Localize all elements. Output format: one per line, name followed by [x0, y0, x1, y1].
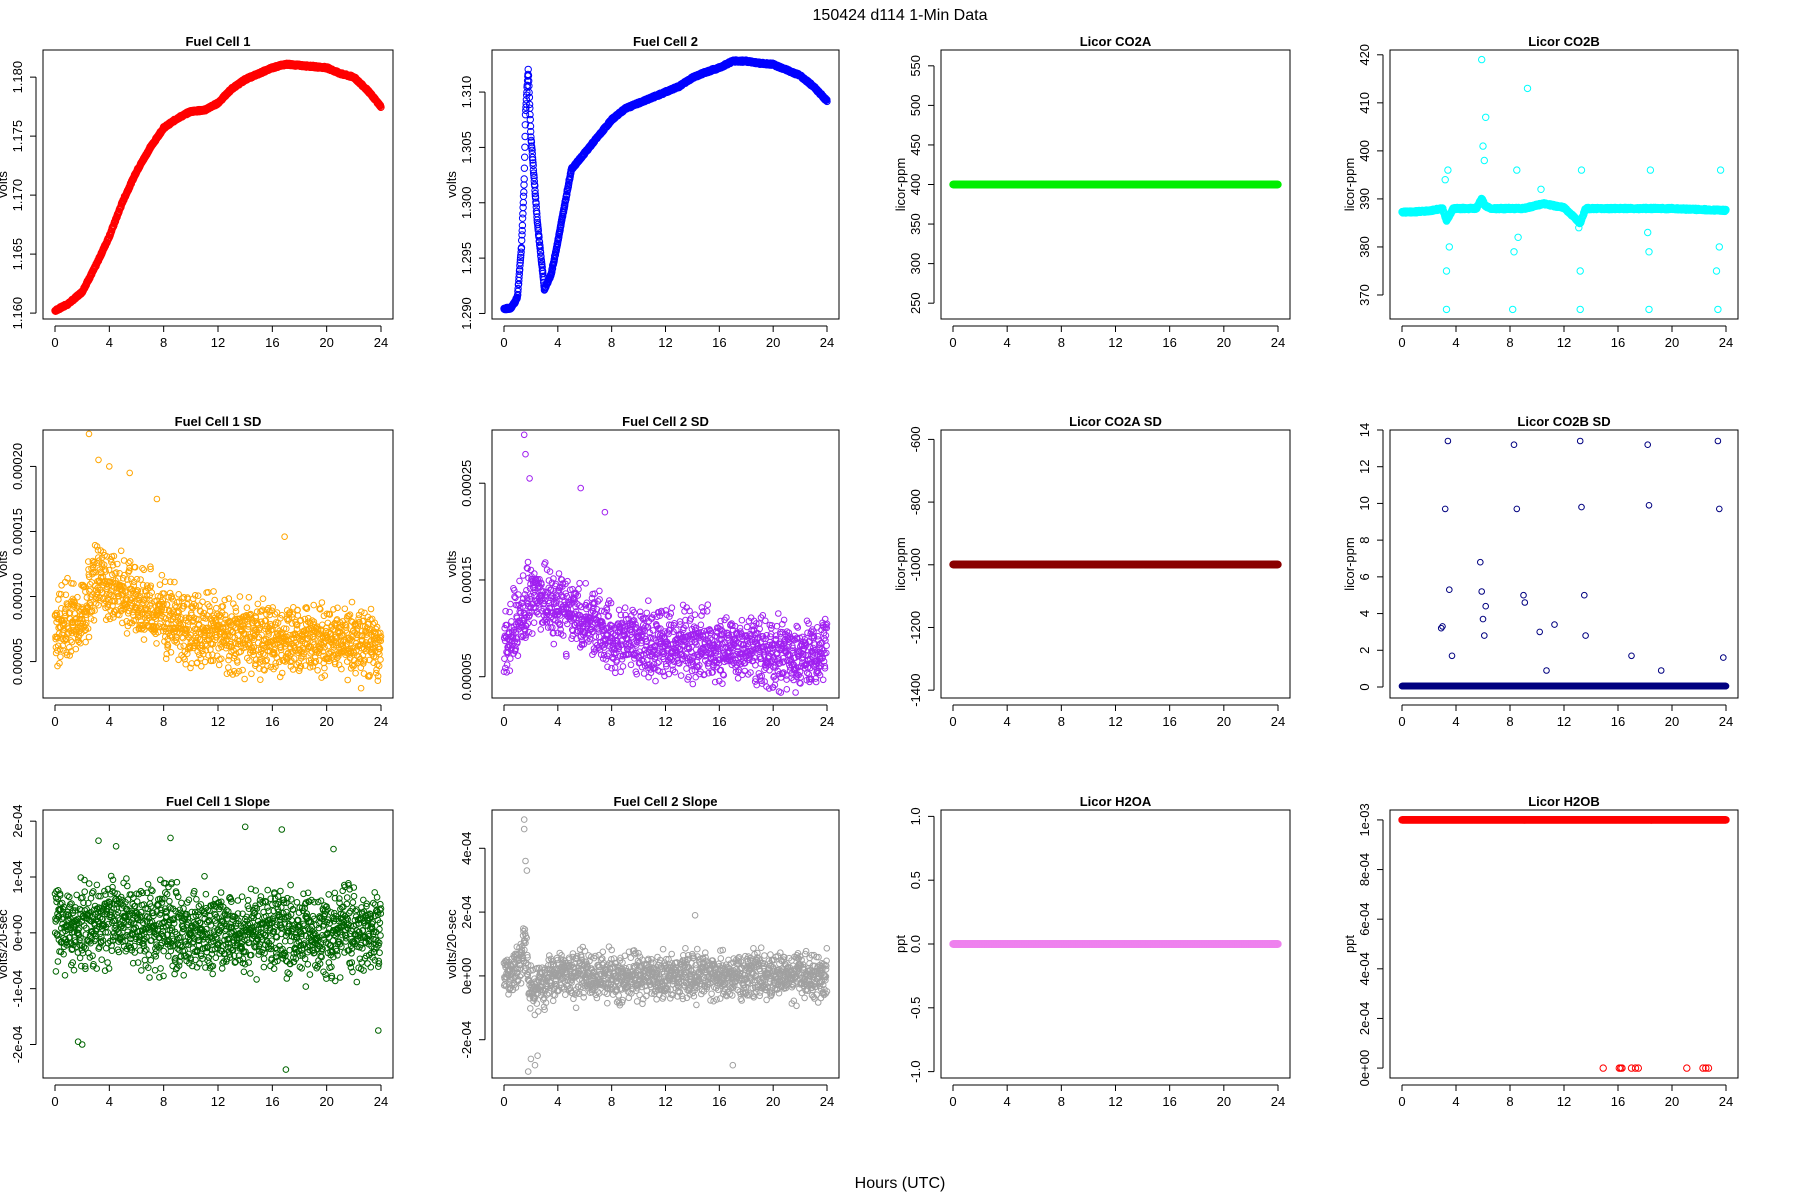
data-point [521, 153, 529, 161]
y-tick-label: 1.165 [10, 238, 25, 271]
x-tick-label: 24 [374, 335, 388, 350]
y-tick-label: 1.160 [10, 297, 25, 330]
data-points [949, 180, 1282, 189]
y-axis: 250 300 350 400 450 500 550 [908, 55, 935, 314]
y-tick-label: 550 [908, 55, 923, 77]
y-tick-label: 1.290 [459, 297, 474, 330]
shared-x-axis-label: Hours (UTC) [855, 1175, 946, 1192]
x-axis: 0 4 8 12 16 20 24 [949, 325, 1285, 350]
x-tick-label: 4 [106, 335, 113, 350]
x-tick-label: 16 [1162, 335, 1176, 350]
x-tick-label: 8 [608, 335, 615, 350]
y-axis: 1.290 1.295 1.300 1.305 1.310 [459, 76, 486, 330]
x-tick-label: 20 [1217, 335, 1231, 350]
data-point [520, 188, 528, 196]
data-point [520, 164, 529, 172]
y-tick-label: 1.310 [459, 76, 474, 109]
y-tick-label: 1.180 [10, 61, 25, 94]
x-tick-label: 16 [712, 335, 726, 350]
x-tick-label: 12 [211, 335, 225, 350]
x-tick-label: 12 [658, 335, 672, 350]
y-axis-label: volts [444, 171, 459, 198]
x-tick-label: 20 [319, 335, 333, 350]
x-tick-label: 8 [1058, 335, 1065, 350]
data-points [500, 56, 831, 314]
x-tick-label: 4 [554, 335, 561, 350]
y-axis: 1.160 1.165 1.170 1.175 1.180 [10, 61, 37, 330]
y-tick-label: 300 [908, 253, 923, 275]
x-axis: 0 4 8 12 16 20 24 [51, 325, 388, 350]
y-tick-label: 250 [908, 292, 923, 314]
panel: Licor CO2A 0 4 8 12 16 20 24 250 300 350 400 450 500 5… [893, 34, 1291, 350]
x-tick-label: 24 [820, 335, 834, 350]
data-point [521, 143, 529, 151]
data-points [51, 59, 385, 315]
y-tick-label: 1.175 [10, 120, 25, 153]
panel: Fuel Cell 10 4 8 12 16 20 241.1601.1651.1701.1… [0, 34, 394, 350]
x-tick-label: 0 [949, 335, 956, 350]
y-tick-label: 1.170 [10, 179, 25, 212]
x-axis: 0 4 8 12 16 20 24 [500, 325, 834, 350]
data-point [519, 198, 527, 207]
y-tick-label: 350 [908, 213, 923, 235]
panel-title: Fuel Cell 2 [633, 34, 698, 49]
plot-frame [42, 49, 394, 320]
y-tick-label: 500 [908, 95, 923, 117]
y-axis-label: volts [0, 171, 10, 198]
panel-grid: Fuel Cell 10 4 8 12 16 20 241.1601.1651.1701.1… [0, 34, 1739, 1109]
y-tick-label: 400 [908, 174, 923, 196]
x-tick-label: 0 [500, 335, 507, 350]
figure-title: 150424 d114 1-Min Data [813, 7, 988, 24]
panel-title: Licor CO2A [1080, 34, 1152, 49]
x-tick-label: 24 [1271, 335, 1285, 350]
panel: Fuel Cell 2 0 4 8 12 16 20 24 1.290 1.295 1.300 1.3… [444, 34, 840, 350]
x-tick-label: 20 [766, 335, 780, 350]
x-tick-label: 16 [265, 335, 279, 350]
y-axis-label: licor-ppm [893, 158, 908, 211]
data-points [1398, 55, 1730, 314]
y-tick-label: 1.295 [459, 242, 474, 275]
x-tick-label: 12 [1108, 335, 1122, 350]
x-tick-label: 0 [51, 335, 58, 350]
y-tick-label: 1.300 [459, 186, 474, 219]
panel-title: Fuel Cell 1 [185, 34, 250, 49]
y-tick-label: 450 [908, 134, 923, 156]
x-tick-label: 8 [160, 335, 167, 350]
x-tick-label: 4 [1004, 335, 1011, 350]
y-tick-label: 1.305 [459, 131, 474, 164]
data-point [519, 210, 527, 218]
